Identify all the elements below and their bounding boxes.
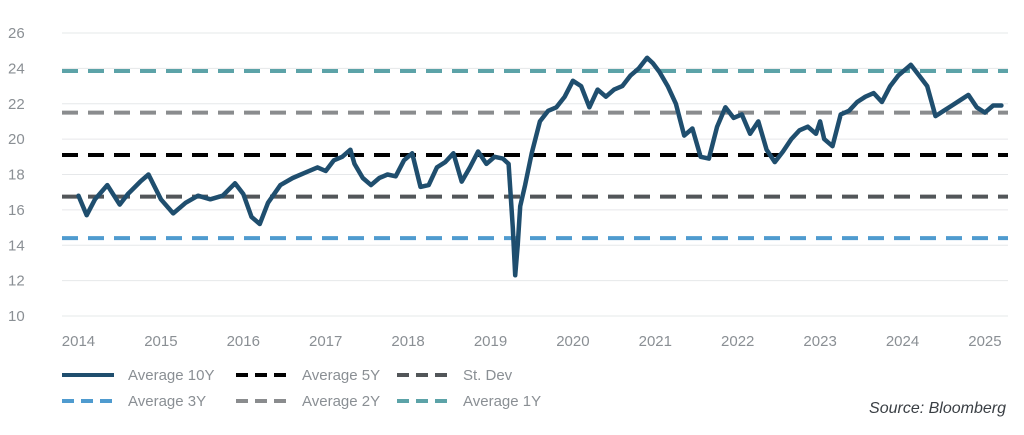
y-axis-ticks: 10 12 14 16 18 20 22 24 26	[8, 25, 25, 325]
y-tick-label: 20	[8, 131, 25, 148]
y-tick-label: 10	[8, 308, 25, 325]
x-tick-label: 2016	[227, 333, 260, 350]
gridlines	[62, 32, 1008, 317]
x-tick-label: 2022	[721, 333, 754, 350]
x-tick-label: 2025	[968, 333, 1001, 350]
y-tick-label: 16	[8, 202, 25, 219]
legend-label: Average 5Y	[302, 367, 380, 384]
legend-label: Average 2Y	[302, 393, 380, 410]
y-tick-label: 24	[8, 60, 25, 77]
x-tick-label: 2019	[474, 333, 507, 350]
x-tick-label: 2024	[886, 333, 919, 350]
legend-label: Average 3Y	[128, 393, 206, 410]
y-tick-label: 12	[8, 273, 25, 290]
x-tick-label: 2023	[803, 333, 836, 350]
y-tick-label: 22	[8, 96, 25, 113]
x-axis-ticks: 2014 2015 2016 2017 2018 2019 2020 2021 2022 2023…	[62, 333, 1002, 350]
y-tick-label: 26	[8, 25, 25, 42]
x-tick-label: 2020	[556, 333, 589, 350]
series-average-10y	[76, 55, 1004, 278]
x-tick-label: 2014	[62, 333, 95, 350]
legend-label: St. Dev	[463, 367, 513, 384]
x-tick-label: 2015	[144, 333, 177, 350]
legend: Average 10Y Average 5Y St. Dev Average 3Y Av…	[62, 367, 541, 410]
y-tick-label: 18	[8, 167, 25, 184]
x-tick-label: 2018	[391, 333, 424, 350]
legend-label: Average 10Y	[128, 367, 214, 384]
source-note: Source: Bloomberg	[869, 400, 1006, 417]
y-tick-label: 14	[8, 237, 25, 254]
x-tick-label: 2021	[639, 333, 672, 350]
x-tick-label: 2017	[309, 333, 342, 350]
legend-label: Average 1Y	[463, 393, 541, 410]
series-line-average-10y	[76, 55, 1004, 278]
